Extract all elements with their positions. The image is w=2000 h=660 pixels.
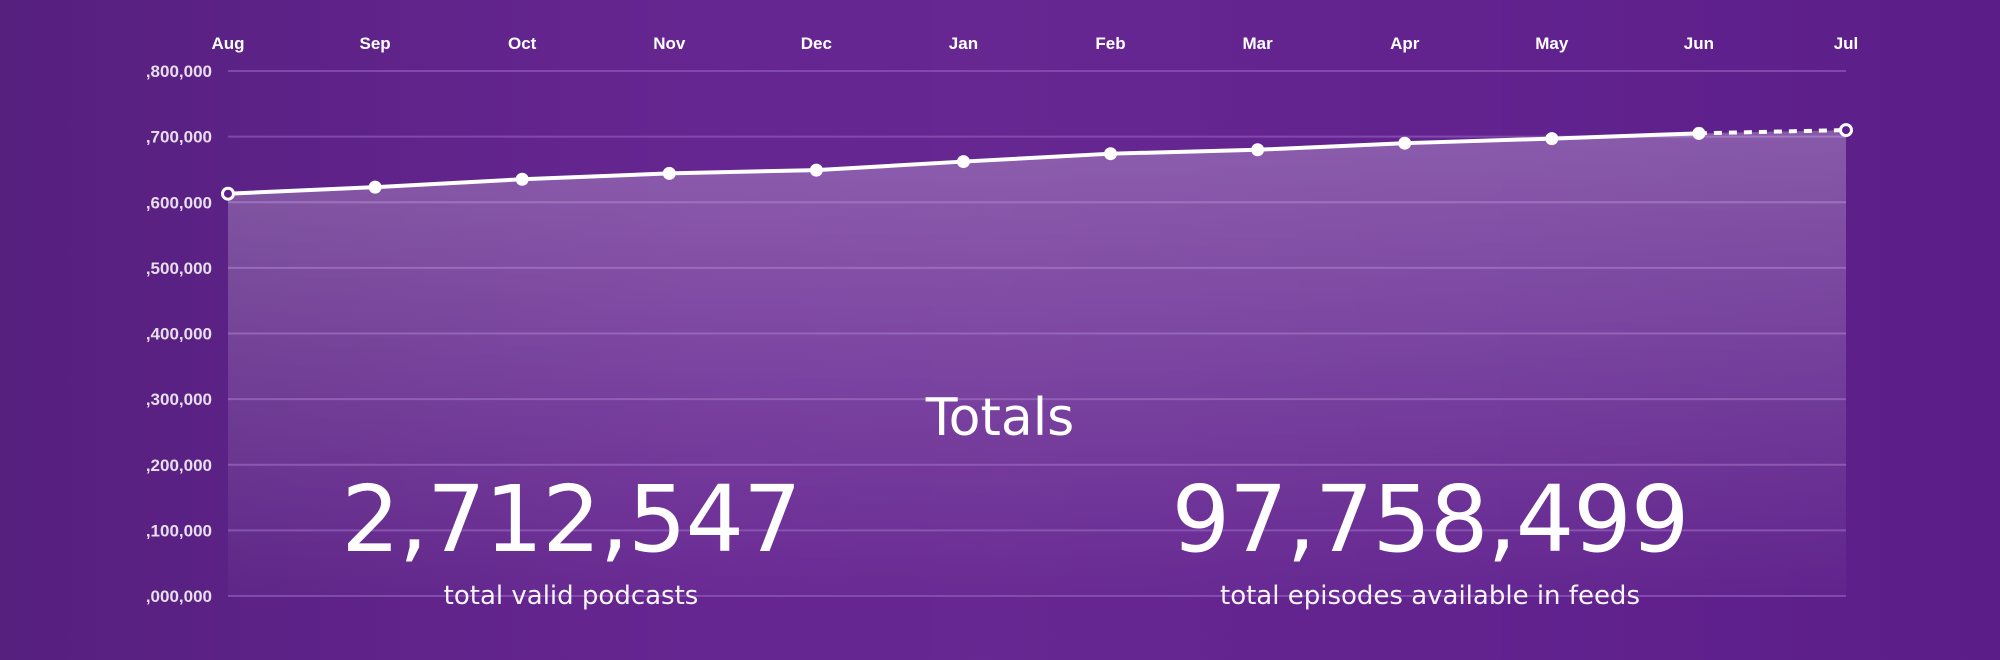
- y-tick-label: ,200,000: [146, 456, 212, 475]
- podcasts-count: 2,712,547: [341, 466, 801, 573]
- episodes-count: 97,758,499: [1171, 466, 1690, 573]
- podcasts-label: total valid podcasts: [443, 581, 699, 611]
- y-tick-label: ,400,000: [146, 325, 212, 344]
- area-path: [228, 130, 1846, 596]
- area-fill: [228, 130, 1846, 596]
- series-line-projected: [1698, 128, 1847, 136]
- data-point: [809, 163, 823, 177]
- x-tick-label: Nov: [653, 34, 686, 53]
- y-tick-label: ,700,000: [146, 128, 212, 147]
- y-tick-label: ,600,000: [146, 193, 212, 212]
- series-points: [221, 123, 1853, 201]
- y-tick-label: ,000,000: [146, 587, 212, 606]
- data-point: [1692, 126, 1706, 140]
- x-tick-label: Jun: [1684, 34, 1714, 53]
- x-tick-label: Mar: [1243, 34, 1274, 53]
- data-point: [1104, 147, 1118, 161]
- y-axis-ticks: ,000,000 ,100,000 ,200,000 ,300,000 ,400,000…: [146, 62, 212, 606]
- y-tick-label: ,500,000: [146, 259, 212, 278]
- x-tick-label: Jan: [949, 34, 978, 53]
- data-point: [1251, 143, 1265, 157]
- data-point: [368, 180, 382, 194]
- data-point: [1398, 136, 1412, 150]
- episodes-label: total episodes available in feeds: [1220, 581, 1640, 611]
- x-tick-label: Aug: [211, 34, 244, 53]
- x-axis-ticks: Aug Sep Oct Nov Dec Jan Feb Mar Apr May Jun Jul: [211, 34, 1858, 53]
- data-point: [662, 166, 676, 180]
- data-point: [956, 155, 970, 169]
- data-point: [515, 172, 529, 186]
- episodes-stat: 97,758,499 total episodes available in f…: [1050, 465, 1810, 611]
- data-point: [1839, 123, 1853, 138]
- data-point: [1545, 132, 1559, 146]
- x-tick-label: Feb: [1095, 34, 1125, 53]
- y-tick-label: ,100,000: [146, 521, 212, 540]
- data-point: [221, 186, 235, 201]
- x-tick-label: May: [1535, 34, 1569, 53]
- x-tick-label: Apr: [1390, 34, 1420, 53]
- y-tick-label: ,300,000: [146, 390, 212, 409]
- totals-title: Totals: [925, 388, 1075, 448]
- x-tick-label: Jul: [1834, 34, 1859, 53]
- x-tick-label: Dec: [801, 34, 832, 53]
- x-tick-label: Oct: [508, 34, 537, 53]
- x-tick-label: Sep: [359, 34, 390, 53]
- podcasts-stat: 2,712,547 total valid podcasts: [191, 465, 951, 611]
- y-tick-label: ,800,000: [146, 62, 212, 81]
